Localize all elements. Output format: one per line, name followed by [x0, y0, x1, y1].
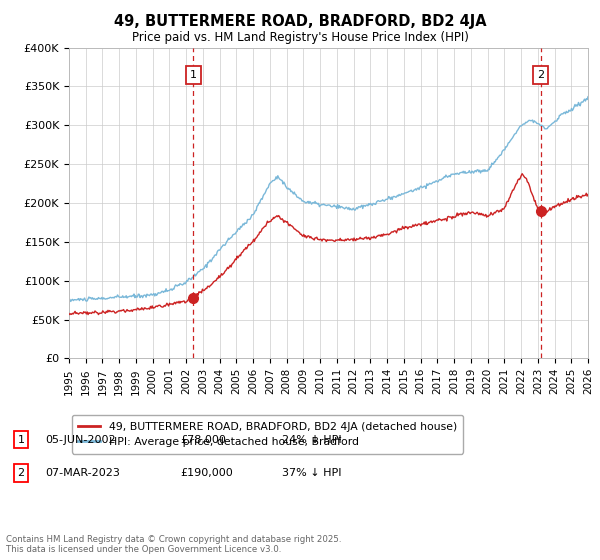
Text: 37% ↓ HPI: 37% ↓ HPI: [282, 468, 341, 478]
Text: 1: 1: [17, 435, 25, 445]
Text: 49, BUTTERMERE ROAD, BRADFORD, BD2 4JA: 49, BUTTERMERE ROAD, BRADFORD, BD2 4JA: [113, 14, 487, 29]
Legend: 49, BUTTERMERE ROAD, BRADFORD, BD2 4JA (detached house), HPI: Average price, det: 49, BUTTERMERE ROAD, BRADFORD, BD2 4JA (…: [72, 415, 463, 454]
Text: £190,000: £190,000: [180, 468, 233, 478]
Text: 05-JUN-2002: 05-JUN-2002: [45, 435, 116, 445]
Text: Contains HM Land Registry data © Crown copyright and database right 2025.
This d: Contains HM Land Registry data © Crown c…: [6, 535, 341, 554]
Text: Price paid vs. HM Land Registry's House Price Index (HPI): Price paid vs. HM Land Registry's House …: [131, 31, 469, 44]
Text: 1: 1: [190, 70, 197, 80]
Text: 07-MAR-2023: 07-MAR-2023: [45, 468, 120, 478]
Text: £78,000: £78,000: [180, 435, 226, 445]
Text: 24% ↓ HPI: 24% ↓ HPI: [282, 435, 341, 445]
Text: 2: 2: [537, 70, 544, 80]
Text: 2: 2: [17, 468, 25, 478]
